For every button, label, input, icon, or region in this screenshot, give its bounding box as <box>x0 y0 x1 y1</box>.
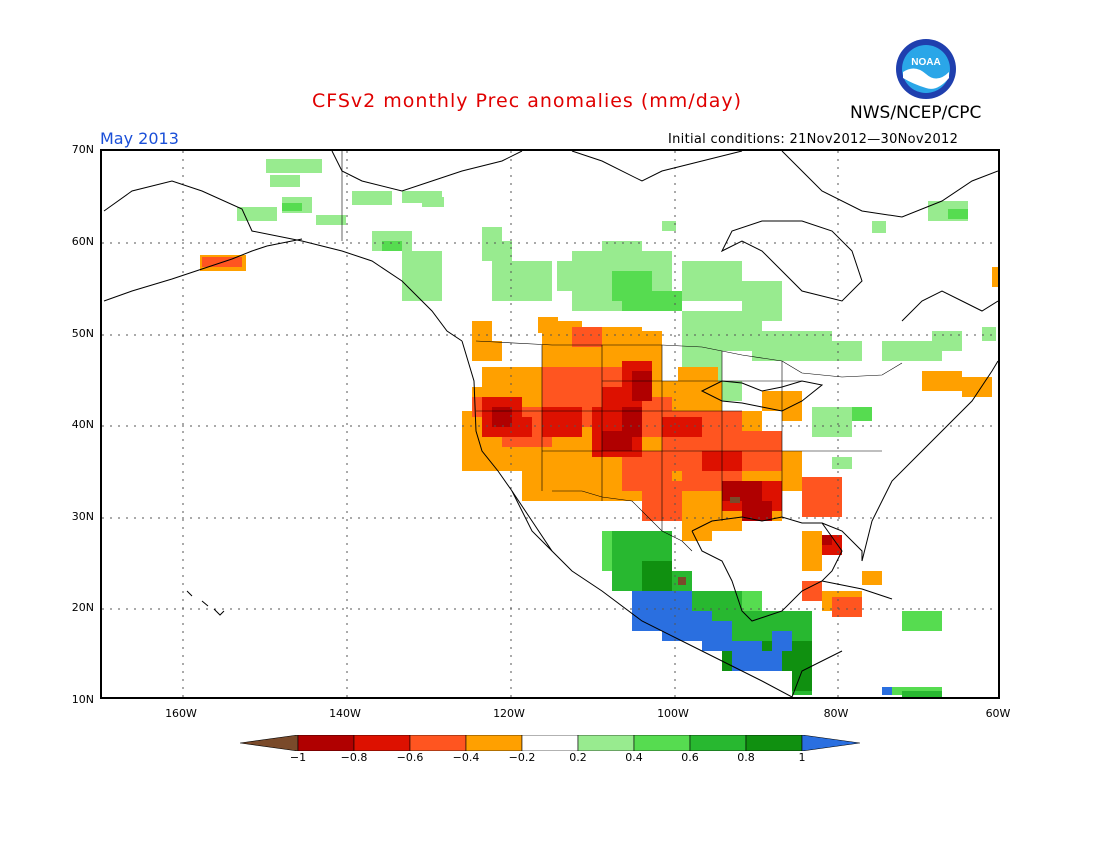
colorbar-box <box>465 735 523 751</box>
lon-label: 60W <box>985 707 1011 720</box>
anomaly-patches <box>200 159 998 697</box>
graticule <box>102 151 998 697</box>
colorbar-tick-label: −1 <box>289 751 307 764</box>
lat-label: 10N <box>71 693 94 706</box>
lon-label: 140W <box>329 707 361 720</box>
lat-label: 50N <box>71 327 94 340</box>
political-borders <box>341 151 903 552</box>
colorbar-tick-label: −0.6 <box>396 751 424 764</box>
colorbar <box>240 735 860 775</box>
organization-label: NWS/NCEP/CPC <box>850 103 982 123</box>
colorbar-max-arrow <box>801 735 860 751</box>
colorbar-box <box>745 735 803 751</box>
initial-conditions-label: Initial conditions: 21Nov2012—30Nov2012 <box>668 132 959 147</box>
lat-label: 20N <box>71 601 94 614</box>
colorbar-tick-label: 0.6 <box>681 751 699 764</box>
lat-label: 70N <box>71 143 94 156</box>
lon-label: 100W <box>657 707 689 720</box>
lon-label: 80W <box>823 707 849 720</box>
noaa-logo: NOAA <box>895 38 957 100</box>
colorbar-box <box>633 735 691 751</box>
noaa-logo-text: NOAA <box>911 57 940 68</box>
lat-label: 30N <box>71 510 94 523</box>
colorbar-min-arrow <box>240 735 299 751</box>
colorbar-box <box>409 735 467 751</box>
colorbar-tick-label: 1 <box>798 751 806 764</box>
colorbar-tick-label: 0.4 <box>625 751 643 764</box>
anomaly-map <box>100 149 1000 699</box>
lon-label: 160W <box>165 707 197 720</box>
colorbar-tick-label: 0.8 <box>737 751 755 764</box>
colorbar-tick-label: 0.2 <box>569 751 587 764</box>
colorbar-box <box>353 735 411 751</box>
valid-month-label: May 2013 <box>100 129 179 148</box>
colorbar-box <box>577 735 635 751</box>
colorbar-tick-label: −0.4 <box>452 751 480 764</box>
colorbar-tick-label: −0.8 <box>340 751 368 764</box>
lat-label: 60N <box>71 235 94 248</box>
coastlines <box>103 151 998 697</box>
colorbar-box <box>689 735 747 751</box>
lon-label: 120W <box>493 707 525 720</box>
colorbar-box <box>297 735 355 751</box>
map-title: CFSv2 monthly Prec anomalies (mm/day) <box>312 90 743 112</box>
lat-label: 40N <box>71 418 94 431</box>
colorbar-box <box>521 735 579 751</box>
colorbar-tick-label: −0.2 <box>508 751 536 764</box>
